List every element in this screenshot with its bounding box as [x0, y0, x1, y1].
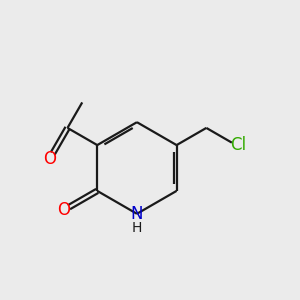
Text: H: H	[132, 220, 142, 235]
Text: O: O	[57, 201, 70, 219]
Text: O: O	[43, 149, 56, 167]
Text: Cl: Cl	[230, 136, 246, 154]
Text: N: N	[131, 205, 143, 223]
